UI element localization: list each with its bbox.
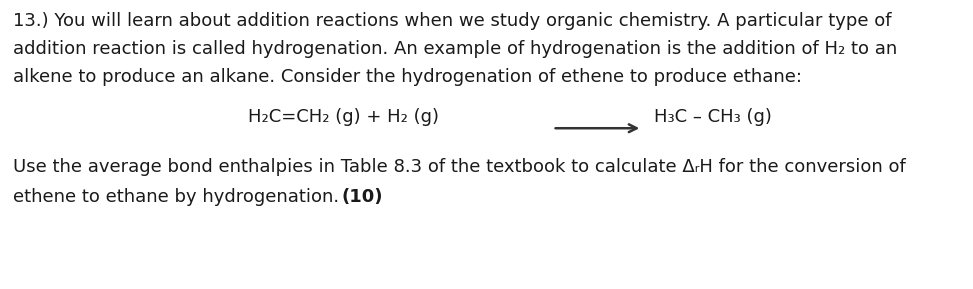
Text: Use the average bond enthalpies in Table 8.3 of the textbook to calculate ΔᵣH fo: Use the average bond enthalpies in Table… (13, 158, 906, 176)
Text: addition reaction is called hydrogenation. An example of hydrogenation is the ad: addition reaction is called hydrogenatio… (13, 40, 897, 58)
Text: (10): (10) (342, 188, 382, 206)
Text: H₃C – CH₃ (g): H₃C – CH₃ (g) (654, 108, 772, 126)
Text: alkene to produce an alkane. Consider the hydrogenation of ethene to produce eth: alkene to produce an alkane. Consider th… (13, 68, 802, 86)
Text: 13.) You will learn about addition reactions when we study organic chemistry. A : 13.) You will learn about addition react… (13, 12, 891, 30)
Text: H₂C=CH₂ (g) + H₂ (g): H₂C=CH₂ (g) + H₂ (g) (248, 108, 439, 126)
Text: ethene to ethane by hydrogenation.: ethene to ethane by hydrogenation. (13, 188, 344, 206)
